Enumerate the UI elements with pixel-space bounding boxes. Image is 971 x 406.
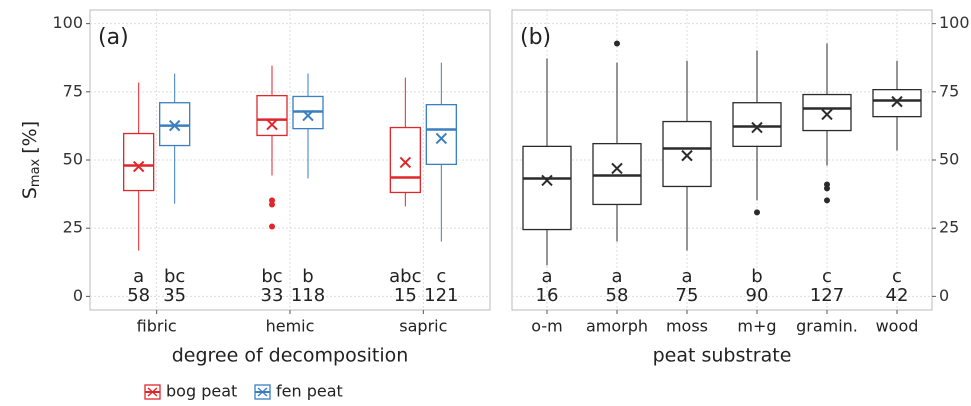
- mean-marker: [168, 119, 181, 132]
- x-tick-label: hemic: [266, 317, 315, 336]
- y-tick-label: 50: [939, 150, 959, 169]
- sample-size: 16: [536, 285, 559, 306]
- mean-marker: [435, 132, 448, 145]
- y-tick-label: 0: [939, 286, 949, 305]
- outlier: [824, 197, 830, 204]
- group-letter: b: [751, 266, 762, 287]
- x-tick-label: fibric: [137, 317, 177, 336]
- sample-size: 35: [163, 285, 186, 306]
- mean-marker: [821, 108, 833, 121]
- y-axis-title: Smax [%]: [19, 121, 43, 199]
- sample-size: 90: [746, 285, 769, 306]
- y-tick-label: 100: [52, 13, 83, 32]
- y-tick-label: 25: [63, 218, 83, 237]
- y-title-main: S: [19, 187, 41, 199]
- group-letter: abc: [389, 266, 421, 287]
- sample-size: 75: [676, 285, 699, 306]
- mean-marker: [541, 174, 553, 187]
- sample-size: 58: [127, 285, 150, 306]
- sample-size: 121: [424, 285, 458, 306]
- outlier: [269, 201, 275, 208]
- sample-size: 58: [606, 285, 629, 306]
- y-tick-label: 100: [939, 13, 970, 32]
- group-letter: a: [541, 266, 552, 287]
- box: [802, 93, 852, 132]
- box: [662, 120, 712, 188]
- mean-marker: [302, 109, 314, 122]
- x-tick-label: sapric: [399, 317, 447, 336]
- legend-label: fen peat: [276, 382, 343, 401]
- sample-size: 127: [810, 285, 844, 306]
- box: [256, 94, 288, 137]
- y-tick-label: 0: [73, 286, 83, 305]
- mean-marker: [751, 121, 763, 134]
- y-tick-label: 75: [939, 81, 959, 100]
- sample-size: 15: [394, 285, 417, 306]
- mean-marker: [611, 162, 623, 175]
- mean-marker: [399, 156, 412, 169]
- group-letter: c: [822, 266, 832, 287]
- x-tick-label: amorph: [586, 317, 648, 336]
- outlier: [754, 209, 760, 216]
- x-tick-label: moss: [666, 317, 708, 336]
- x-axis-title: peat substrate: [653, 345, 792, 367]
- y-title-sub: max: [28, 158, 43, 187]
- legend-label: bog peat: [166, 382, 237, 401]
- group-letter: a: [681, 266, 692, 287]
- outlier: [614, 40, 620, 47]
- box: [389, 126, 421, 194]
- x-tick-label: gramin.: [796, 317, 858, 336]
- mean-marker: [891, 95, 903, 108]
- group-letter: b: [302, 266, 313, 287]
- y-title-suffix: [%]: [19, 121, 41, 154]
- outlier: [269, 223, 275, 230]
- sample-size: 33: [261, 285, 284, 306]
- box: [425, 103, 457, 166]
- panel-label: (a): [98, 25, 129, 50]
- legend-key-mean: [257, 387, 268, 397]
- outlier: [824, 185, 830, 192]
- mean-marker: [681, 149, 693, 162]
- box: [123, 132, 155, 192]
- box: [732, 102, 782, 148]
- mean-marker: [132, 160, 145, 173]
- group-letter: bc: [164, 266, 185, 287]
- x-tick-label: wood: [876, 317, 919, 336]
- box: [872, 88, 922, 118]
- group-letter: c: [892, 266, 902, 287]
- x-tick-label: o-m: [531, 317, 562, 336]
- box: [159, 102, 191, 147]
- y-tick-label: 25: [939, 218, 959, 237]
- legend-key-mean: [147, 387, 158, 397]
- box: [522, 145, 572, 231]
- mean-marker: [266, 118, 278, 131]
- sample-size: 118: [291, 285, 325, 306]
- group-letter: a: [133, 266, 144, 287]
- y-tick-label: 75: [63, 81, 83, 100]
- group-letter: a: [611, 266, 622, 287]
- group-letter: c: [436, 266, 446, 287]
- sample-size: 42: [886, 285, 909, 306]
- panel-label: (b): [520, 25, 551, 50]
- group-letter: bc: [261, 266, 282, 287]
- box: [592, 142, 642, 206]
- x-axis-title: degree of decomposition: [172, 345, 409, 367]
- x-tick-label: m+g: [737, 317, 776, 336]
- y-tick-label: 50: [63, 150, 83, 169]
